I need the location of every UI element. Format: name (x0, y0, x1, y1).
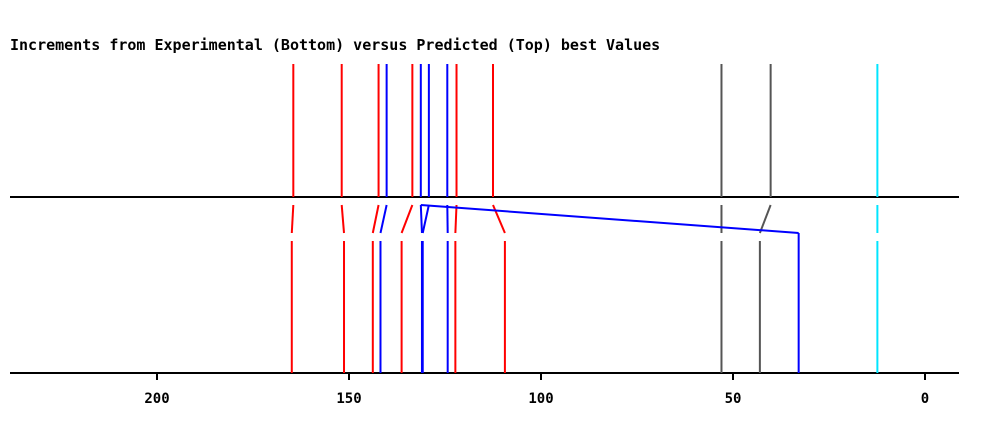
x-tick-label-200: 200 (144, 391, 169, 407)
x-axis-ticks: 200 150 100 50 0 (144, 373, 929, 407)
connector-line-2 (371, 204, 380, 234)
x-tick-label-50: 50 (725, 391, 742, 407)
connector-line-6 (421, 204, 430, 234)
connector-line-9 (492, 204, 506, 234)
connector-line-4 (400, 204, 414, 234)
connector-line-0 (290, 204, 295, 234)
connector-line-1 (340, 204, 346, 234)
x-tick-label-0: 0 (921, 391, 929, 407)
chart-title: Increments from Experimental (Bottom) ve… (10, 36, 660, 54)
x-tick-label-100: 100 (528, 391, 553, 407)
connector-layer (290, 204, 879, 234)
connector-line-12 (420, 204, 799, 234)
connector-line-11 (758, 204, 772, 234)
x-tick-label-150: 150 (336, 391, 361, 407)
connector-line-3 (379, 204, 388, 234)
connector-line-8 (454, 204, 458, 234)
connector-line-5 (419, 204, 423, 234)
